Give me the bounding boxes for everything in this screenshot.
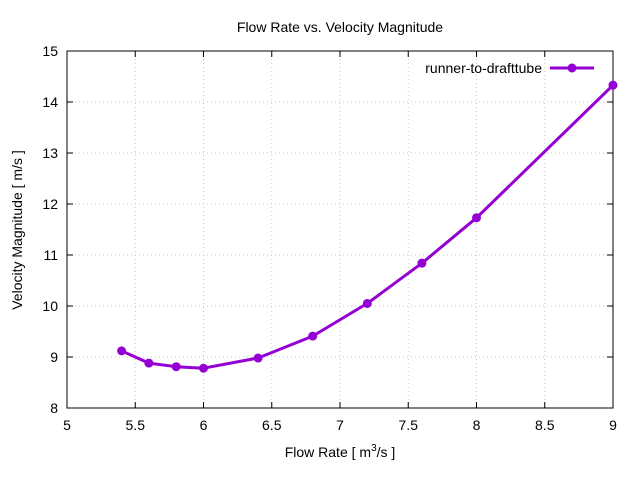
y-tick-label: 13 (42, 145, 58, 161)
y-tick-label: 15 (42, 43, 58, 59)
grid-lines (67, 51, 613, 408)
data-point (117, 346, 127, 356)
data-point (199, 363, 208, 373)
legend-marker (567, 63, 577, 73)
y-tick-label: 10 (42, 298, 58, 314)
chart-title: Flow Rate vs. Velocity Magnitude (237, 19, 443, 35)
y-tick-label: 12 (42, 196, 58, 212)
x-tick-label: 7 (336, 417, 344, 433)
y-tick-label: 14 (42, 94, 58, 110)
series-line (120, 84, 615, 370)
data-point (253, 353, 263, 363)
x-tick-label: 6 (200, 417, 208, 433)
y-tick-label: 11 (43, 247, 58, 263)
legend-label: runner-to-drafttube (425, 60, 542, 76)
data-point (608, 80, 618, 90)
data-point (362, 298, 372, 308)
x-tick-label: 8.5 (535, 417, 555, 433)
series-layer (117, 80, 618, 373)
x-tick-label: 7.5 (399, 417, 419, 433)
y-tick-label: 8 (50, 400, 58, 416)
data-point (144, 358, 154, 368)
data-point (308, 331, 318, 341)
x-tick-label: 9 (609, 417, 617, 433)
y-tick-label: 9 (50, 349, 58, 365)
data-point (171, 362, 181, 372)
x-tick-label: 5.5 (126, 417, 146, 433)
legend: runner-to-drafttube (425, 60, 594, 76)
y-axis-label: Velocity Magnitude [ m/s ] (9, 150, 25, 310)
data-point (472, 213, 481, 223)
x-tick-label: 6.5 (262, 417, 282, 433)
data-point (417, 258, 427, 268)
axis-ticks: 5 5.5 6 6.5 7 7.5 8 8.5 9 8 9 10 11 12 13 14 15 (42, 43, 617, 433)
plot-frame (66, 50, 614, 409)
x-tick-label: 8 (473, 417, 481, 433)
x-axis-label: Flow Rate [ m3/s ] (285, 443, 396, 460)
x-tick-label: 5 (63, 417, 71, 433)
